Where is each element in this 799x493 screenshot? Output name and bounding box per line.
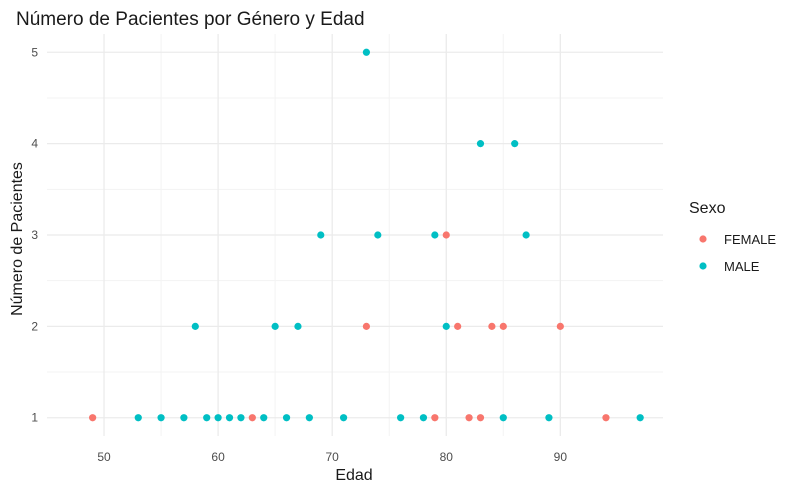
- data-point-male: [476, 140, 485, 148]
- data-point-male: [305, 414, 313, 422]
- data-point-male: [431, 231, 439, 239]
- data-point-male: [260, 414, 268, 422]
- data-point-male: [203, 414, 211, 422]
- y-tick-label: 1: [31, 411, 38, 425]
- x-tick-label: 70: [326, 450, 340, 464]
- legend-key-female: [699, 235, 707, 243]
- y-tick-label: 2: [31, 319, 38, 333]
- chart-title: Número de Pacientes por Género y Edad: [16, 9, 365, 30]
- data-point-male: [374, 231, 382, 239]
- x-axis-title: Edad: [335, 467, 372, 484]
- legend-title: Sexo: [689, 200, 726, 217]
- legend-label-male: MALE: [724, 259, 760, 274]
- x-tick-label: 90: [554, 450, 568, 464]
- data-point-male: [282, 414, 291, 422]
- data-point-male: [522, 231, 530, 239]
- data-points: [89, 48, 644, 422]
- x-tick-label: 80: [440, 450, 454, 464]
- y-tick-label: 5: [31, 45, 38, 59]
- data-point-male: [499, 414, 507, 422]
- data-point-male: [237, 414, 245, 422]
- legend-label-female: FEMALE: [724, 232, 776, 247]
- legend-key-male: [699, 262, 707, 270]
- data-point-male: [214, 414, 222, 422]
- x-tick-label: 60: [211, 450, 225, 464]
- data-point-male: [636, 414, 644, 422]
- data-point-male: [191, 322, 199, 330]
- data-point-female: [431, 414, 439, 422]
- data-point-female: [476, 414, 485, 422]
- data-point-male: [442, 322, 450, 330]
- data-point-male: [362, 48, 371, 56]
- grid-lines: [47, 34, 663, 436]
- data-point-male: [225, 414, 234, 422]
- data-point-female: [454, 322, 462, 330]
- data-point-male: [157, 414, 165, 422]
- data-point-male: [419, 414, 428, 422]
- data-point-female: [465, 414, 473, 422]
- data-point-female: [362, 322, 371, 330]
- legend: Sexo FEMALE MALE: [689, 200, 776, 274]
- data-point-male: [271, 322, 279, 330]
- data-point-female: [499, 322, 507, 330]
- data-point-male: [339, 414, 348, 422]
- y-axis-ticks: 1 2 3 4 5: [31, 45, 38, 424]
- data-point-male: [317, 231, 325, 239]
- data-point-female: [248, 414, 256, 422]
- data-point-female: [442, 231, 450, 239]
- y-axis-title: Número de Pacientes: [9, 162, 26, 316]
- y-tick-label: 3: [31, 228, 38, 242]
- data-point-male: [511, 140, 519, 148]
- x-axis-ticks: 50 60 70 80 90: [97, 450, 567, 464]
- data-point-female: [556, 322, 564, 330]
- data-point-male: [397, 414, 405, 422]
- x-tick-label: 50: [97, 450, 111, 464]
- data-point-male: [134, 414, 142, 422]
- y-tick-label: 4: [31, 137, 38, 151]
- data-point-female: [89, 414, 97, 422]
- data-point-male: [180, 414, 188, 422]
- data-point-male: [545, 414, 553, 422]
- data-point-female: [602, 414, 610, 422]
- data-point-female: [488, 322, 496, 330]
- data-point-male: [294, 322, 302, 330]
